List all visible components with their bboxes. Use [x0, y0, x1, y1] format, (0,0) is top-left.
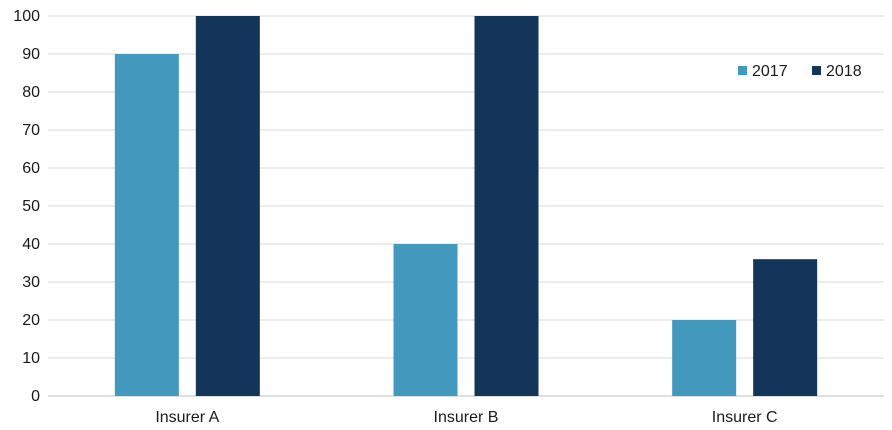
y-tick-label: 80	[22, 84, 40, 101]
legend: 2017 2018	[738, 63, 862, 80]
x-category-label: Insurer C	[712, 409, 778, 426]
bar-2017-insurer-b	[393, 244, 458, 396]
x-category-label: Insurer A	[155, 409, 219, 426]
bar-2018-insurer-c	[753, 259, 818, 396]
x-axis-labels: Insurer A Insurer B Insurer C	[155, 409, 777, 426]
y-tick-label: 60	[22, 160, 40, 177]
y-tick-label: 30	[22, 274, 40, 291]
bar-2018-insurer-b	[474, 16, 539, 396]
bar-2017-insurer-c	[672, 320, 737, 396]
legend-swatch-2018	[812, 66, 821, 75]
legend-label-2017: 2017	[752, 63, 788, 80]
y-tick-label: 10	[22, 350, 40, 367]
y-tick-label: 90	[22, 46, 40, 63]
y-tick-label: 40	[22, 236, 40, 253]
y-tick-label: 0	[31, 388, 40, 405]
y-tick-label: 70	[22, 122, 40, 139]
bar-2018-insurer-a	[195, 16, 260, 396]
x-category-label: Insurer B	[434, 409, 499, 426]
bars	[114, 16, 818, 396]
bar-2017-insurer-a	[114, 54, 179, 396]
y-tick-label: 50	[22, 198, 40, 215]
y-tick-label: 20	[22, 312, 40, 329]
legend-label-2018: 2018	[826, 63, 862, 80]
y-axis-ticks: 0 10 20 30 40 50 60 70 80 90 100	[13, 8, 40, 405]
legend-swatch-2017	[738, 66, 747, 75]
y-tick-label: 100	[13, 8, 40, 25]
gridlines	[48, 15, 884, 397]
